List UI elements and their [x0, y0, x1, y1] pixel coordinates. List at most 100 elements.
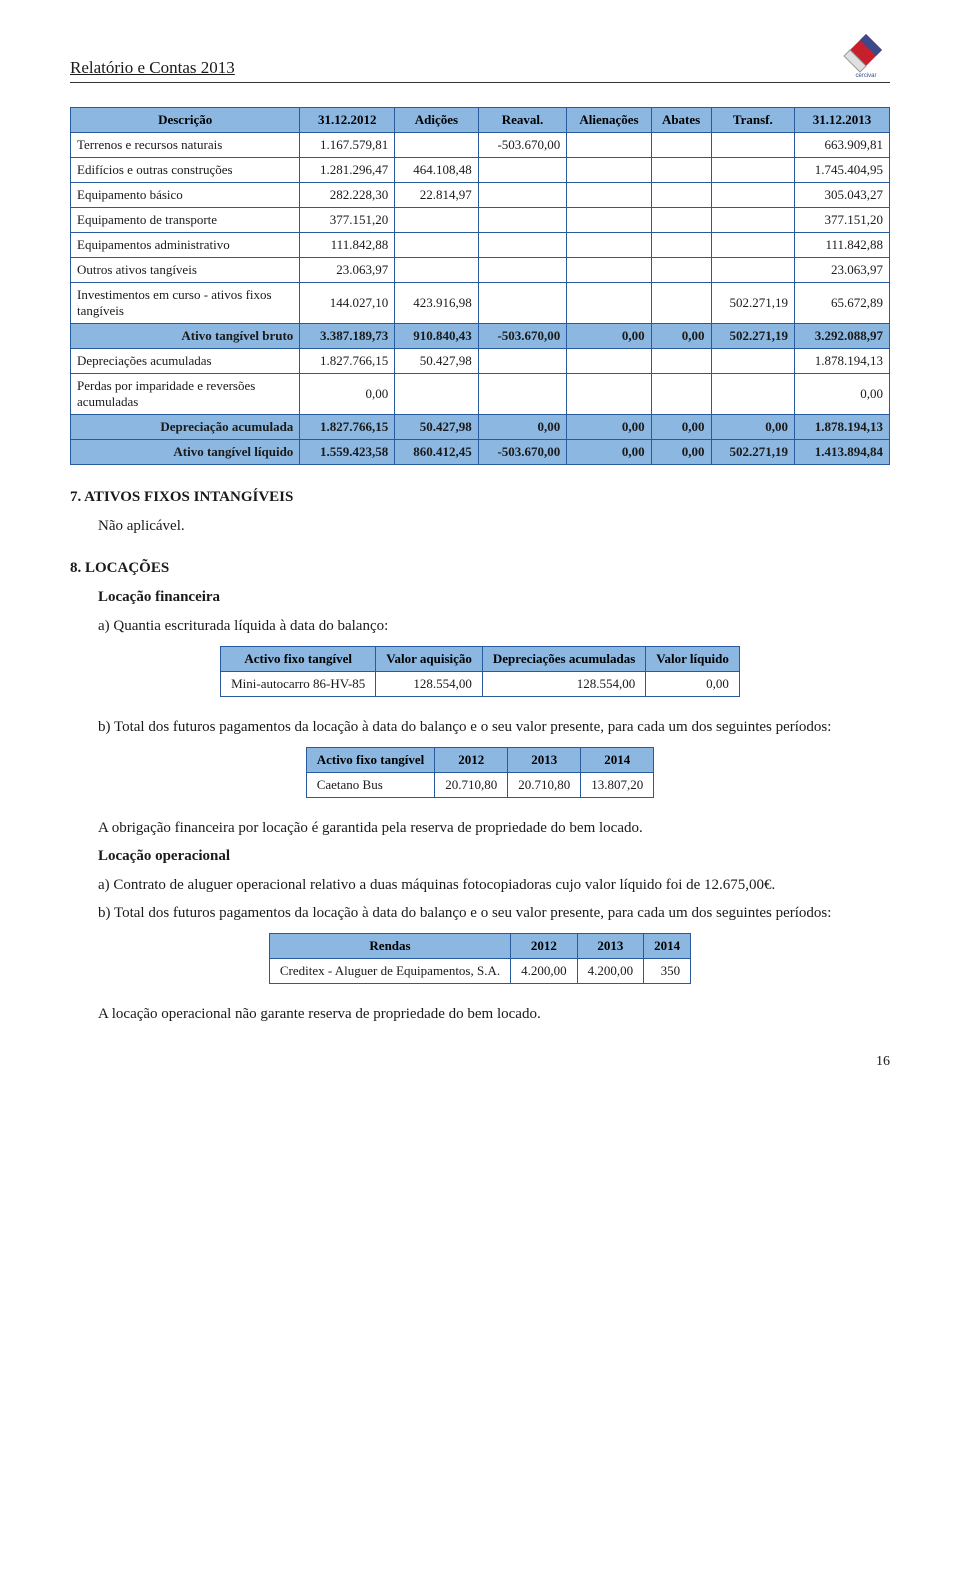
col-2014: 2014: [644, 934, 691, 959]
section7-text: Não aplicável.: [98, 516, 890, 536]
row-value: 464.108,48: [395, 158, 479, 183]
col-liq: Valor líquido: [646, 646, 740, 671]
row-value: 0,00: [478, 415, 567, 440]
svg-text:cercivar: cercivar: [855, 73, 876, 78]
row-value: [567, 133, 651, 158]
row-value: 377.151,20: [795, 208, 890, 233]
page-number: 16: [70, 1054, 890, 1070]
future-2014: 13.807,20: [581, 773, 654, 798]
col-alienacoes: Alienações: [567, 108, 651, 133]
row-value: 502.271,19: [711, 324, 795, 349]
col-activo: Activo fixo tangível: [221, 646, 376, 671]
table-row: Ativo tangível líquido1.559.423,58860.41…: [71, 440, 890, 465]
future-2013: 20.710,80: [508, 773, 581, 798]
row-value: 111.842,88: [795, 233, 890, 258]
row-value: [711, 133, 795, 158]
row-value: [711, 349, 795, 374]
rendas-table: Rendas 2012 2013 2014 Creditex - Aluguer…: [269, 933, 691, 984]
row-value: 0,00: [651, 415, 711, 440]
future-2012: 20.710,80: [435, 773, 508, 798]
row-value: 23.063,97: [300, 258, 395, 283]
table-row: Investimentos em curso - ativos fixos ta…: [71, 283, 890, 324]
row-value: 502.271,19: [711, 283, 795, 324]
row-desc: Equipamento de transporte: [71, 208, 300, 233]
col-2013: 31.12.2013: [795, 108, 890, 133]
table-row: Equipamento de transporte377.151,20377.1…: [71, 208, 890, 233]
rendas-2013: 4.200,00: [577, 959, 644, 984]
row-value: [651, 158, 711, 183]
row-value: [478, 208, 567, 233]
table-row: Outros ativos tangíveis23.063,9723.063,9…: [71, 258, 890, 283]
table-row: Edifícios e outras construções1.281.296,…: [71, 158, 890, 183]
row-value: [395, 258, 479, 283]
row-value: 1.827.766,15: [300, 415, 395, 440]
col-transf: Transf.: [711, 108, 795, 133]
loc-op-b: b) Total dos futuros pagamentos da locaç…: [98, 903, 890, 923]
row-value: [478, 183, 567, 208]
row-value: [651, 349, 711, 374]
row-value: [478, 283, 567, 324]
loc-fin-a: a) Quantia escriturada líquida à data do…: [98, 616, 890, 636]
row-value: [395, 208, 479, 233]
loc-op-a: a) Contrato de aluguer operacional relat…: [98, 875, 890, 895]
table-row: Equipamento básico282.228,3022.814,97305…: [71, 183, 890, 208]
row-value: 23.063,97: [795, 258, 890, 283]
row-value: [651, 133, 711, 158]
col-2013: 2013: [508, 748, 581, 773]
col-2012: 2012: [435, 748, 508, 773]
balance-row-label: Mini-autocarro 86-HV-85: [221, 671, 376, 696]
row-value: [651, 183, 711, 208]
row-value: 50.427,98: [395, 415, 479, 440]
row-value: 910.840,43: [395, 324, 479, 349]
table-row: Equipamentos administrativo111.842,88111…: [71, 233, 890, 258]
row-desc: Edifícios e outras construções: [71, 158, 300, 183]
row-value: 3.387.189,73: [300, 324, 395, 349]
row-value: 0,00: [651, 440, 711, 465]
col-activo: Activo fixo tangível: [306, 748, 435, 773]
loc-op-heading: Locação operacional: [98, 846, 890, 866]
table-row: Perdas por imparidade e reversões acumul…: [71, 374, 890, 415]
row-value: [567, 374, 651, 415]
row-desc: Investimentos em curso - ativos fixos ta…: [71, 283, 300, 324]
table-row: Creditex - Aluguer de Equipamentos, S.A.…: [269, 959, 690, 984]
row-value: 65.672,89: [795, 283, 890, 324]
row-value: 0,00: [567, 324, 651, 349]
col-valor-aq: Valor aquisição: [376, 646, 483, 671]
row-value: [478, 349, 567, 374]
row-value: [711, 258, 795, 283]
page-header: Relatório e Contas 2013 cercivar: [70, 30, 890, 83]
row-value: 144.027,10: [300, 283, 395, 324]
row-value: 0,00: [567, 440, 651, 465]
row-value: [651, 374, 711, 415]
table-header-row: Rendas 2012 2013 2014: [269, 934, 690, 959]
row-value: 377.151,20: [300, 208, 395, 233]
row-desc: Terrenos e recursos naturais: [71, 133, 300, 158]
row-value: [567, 158, 651, 183]
loc-fin-guarantee: A obrigação financeira por locação é gar…: [98, 818, 890, 838]
row-value: 423.916,98: [395, 283, 479, 324]
table-row: Caetano Bus 20.710,80 20.710,80 13.807,2…: [306, 773, 654, 798]
row-value: [711, 158, 795, 183]
row-value: -503.670,00: [478, 440, 567, 465]
row-value: 1.281.296,47: [300, 158, 395, 183]
row-desc: Perdas por imparidade e reversões acumul…: [71, 374, 300, 415]
row-value: 663.909,81: [795, 133, 890, 158]
row-value: 111.842,88: [300, 233, 395, 258]
row-value: [567, 233, 651, 258]
row-value: [651, 233, 711, 258]
table-header-row: Descrição 31.12.2012 Adições Reaval. Ali…: [71, 108, 890, 133]
row-value: 282.228,30: [300, 183, 395, 208]
row-value: [567, 258, 651, 283]
row-value: 1.878.194,13: [795, 415, 890, 440]
row-value: -503.670,00: [478, 133, 567, 158]
row-value: 0,00: [567, 415, 651, 440]
col-2012: 2012: [511, 934, 578, 959]
row-desc: Depreciações acumuladas: [71, 349, 300, 374]
table-header-row: Activo fixo tangível Valor aquisição Dep…: [221, 646, 740, 671]
row-value: 502.271,19: [711, 440, 795, 465]
rendas-2012: 4.200,00: [511, 959, 578, 984]
row-value: 0,00: [651, 324, 711, 349]
row-desc: Ativo tangível líquido: [71, 440, 300, 465]
row-value: -503.670,00: [478, 324, 567, 349]
future-payments-table: Activo fixo tangível 2012 2013 2014 Caet…: [306, 747, 655, 798]
